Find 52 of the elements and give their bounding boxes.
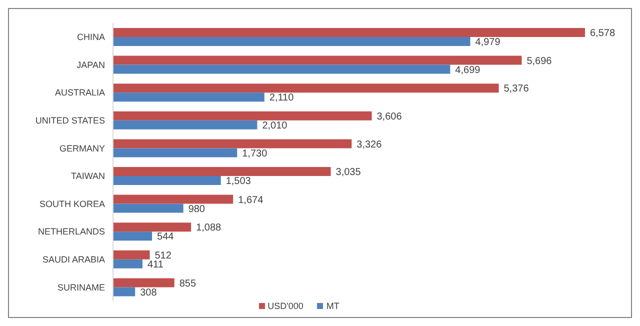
y-tick-label: SAUDI ARABIA [42, 254, 105, 264]
data-label: 6,578 [590, 28, 616, 40]
y-tick-label: AUSTRALIA [54, 88, 105, 98]
bar [113, 56, 522, 65]
bar [113, 278, 174, 288]
bar [113, 111, 372, 120]
data-label: 411 [147, 259, 164, 270]
bar [113, 259, 142, 268]
legend-label: USD'000 [266, 301, 304, 311]
y-tick-label: GERMANY [59, 143, 105, 154]
data-label: 4,979 [475, 37, 501, 48]
bar [113, 139, 352, 148]
bar [113, 92, 264, 102]
data-label: 2,110 [269, 92, 294, 104]
data-label: 308 [140, 287, 158, 298]
y-tick-label: TAIWAN [71, 171, 105, 182]
data-label: 512 [154, 250, 172, 262]
data-label: 3,606 [376, 111, 402, 122]
data-label: 4,699 [455, 64, 481, 76]
bar [113, 287, 136, 296]
bar [113, 148, 238, 158]
data-label: 855 [179, 278, 196, 290]
data-label: 1,088 [196, 222, 222, 234]
data-label: 1,674 [238, 194, 264, 206]
bar [113, 28, 585, 37]
bar [113, 232, 152, 241]
bar [113, 194, 234, 204]
y-tick-label: JAPAN [76, 60, 105, 70]
bar [113, 222, 192, 232]
data-label: 1,503 [226, 176, 252, 188]
bar [113, 37, 470, 46]
bar [113, 204, 184, 213]
legend-label: MT [325, 301, 340, 311]
bar [113, 176, 221, 185]
bar [113, 84, 499, 93]
data-label: 3,326 [356, 139, 382, 150]
y-tick-label: SURINAME [57, 282, 105, 292]
data-label: 5,696 [526, 56, 552, 67]
y-tick-label: SOUTH KOREA [39, 198, 105, 209]
data-label: 2,010 [262, 120, 288, 132]
y-tick-label: NETHERLANDS [38, 226, 105, 237]
data-label: 980 [188, 204, 206, 215]
y-tick-label: CHINA [76, 32, 105, 42]
bar [113, 64, 450, 74]
data-label: 544 [157, 232, 174, 243]
bar [113, 120, 258, 130]
bar [113, 250, 150, 260]
y-tick-label: UNITED STATES [35, 115, 105, 126]
data-label: 1,730 [242, 148, 268, 160]
bar [113, 167, 331, 176]
data-label: 3,035 [336, 167, 362, 178]
data-label: 5,376 [504, 84, 530, 95]
